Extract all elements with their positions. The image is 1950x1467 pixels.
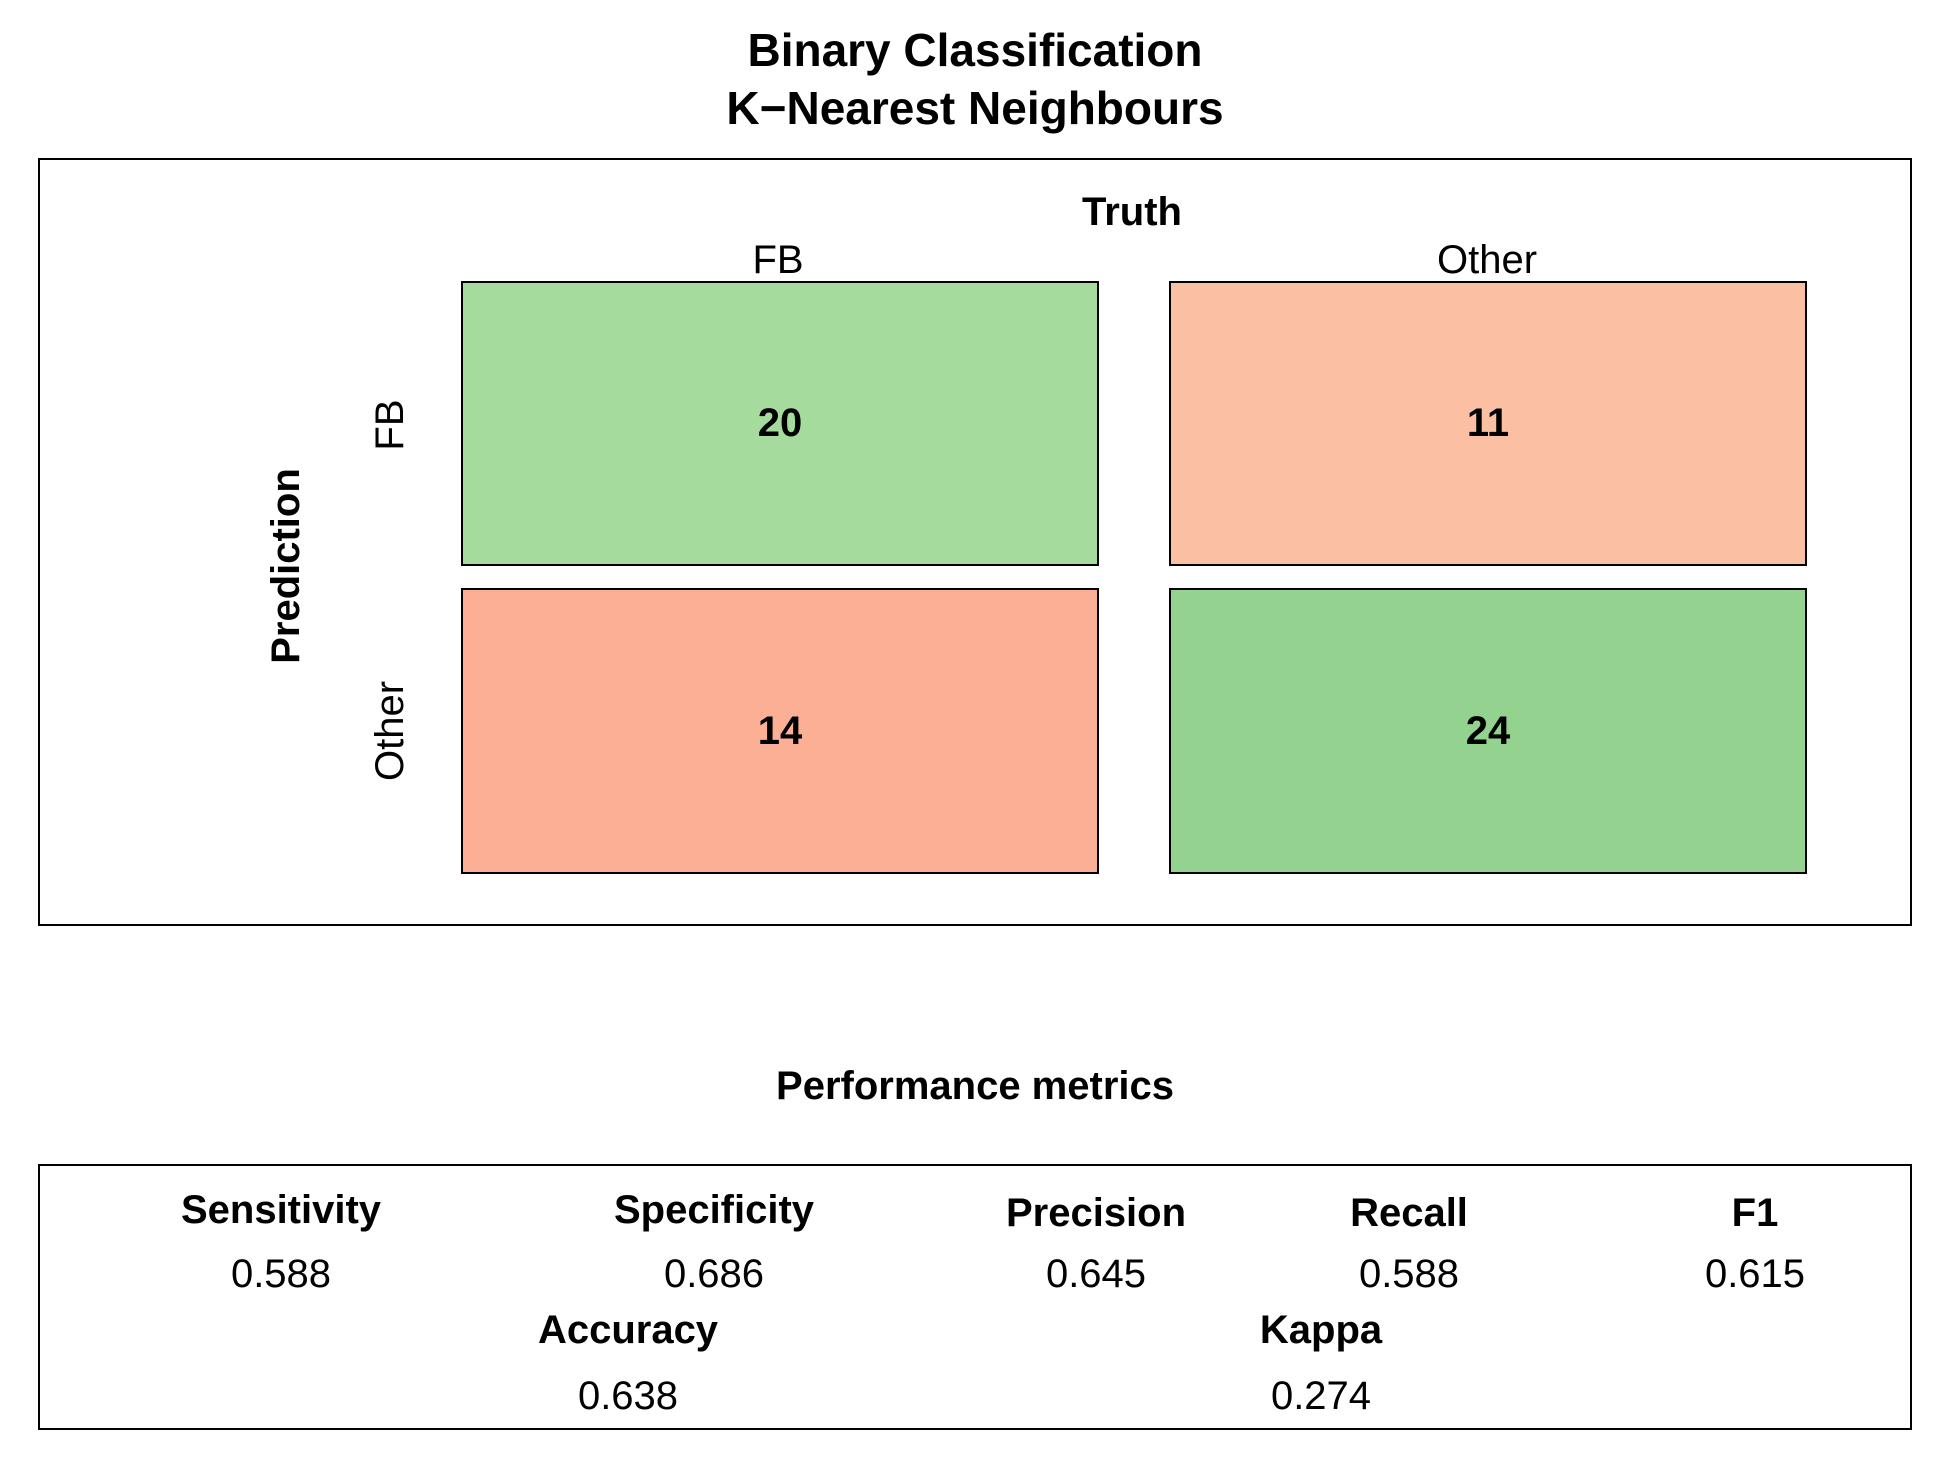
column-label-fb: FB bbox=[752, 238, 804, 282]
cell-true-negative: 24 bbox=[1169, 588, 1807, 874]
f1-value: 0.615 bbox=[1704, 1252, 1806, 1296]
truth-axis-label: Truth bbox=[1082, 190, 1182, 234]
row-label-fb: FB bbox=[368, 399, 412, 451]
prediction-axis-label: Prediction bbox=[264, 468, 308, 664]
chart-title-line2: K−Nearest Neighbours bbox=[726, 82, 1224, 134]
cell-true-positive: 20 bbox=[461, 281, 1099, 566]
metrics-panel bbox=[38, 1164, 1912, 1430]
precision-label: Precision bbox=[1005, 1191, 1187, 1235]
accuracy-label: Accuracy bbox=[537, 1308, 719, 1352]
f1-label: F1 bbox=[1731, 1191, 1779, 1235]
recall-value: 0.588 bbox=[1358, 1252, 1460, 1296]
column-label-other: Other bbox=[1436, 238, 1538, 282]
cell-false-positive: 11 bbox=[1169, 281, 1807, 566]
kappa-label: Kappa bbox=[1259, 1308, 1383, 1352]
cell-false-negative: 14 bbox=[461, 588, 1099, 874]
recall-label: Recall bbox=[1350, 1191, 1468, 1235]
accuracy-value: 0.638 bbox=[577, 1374, 679, 1418]
specificity-value: 0.686 bbox=[663, 1252, 765, 1296]
sensitivity-label: Sensitivity bbox=[180, 1188, 382, 1232]
precision-value: 0.645 bbox=[1045, 1252, 1147, 1296]
sensitivity-value: 0.588 bbox=[230, 1252, 332, 1296]
row-label-other: Other bbox=[368, 680, 412, 782]
kappa-value: 0.274 bbox=[1270, 1374, 1372, 1418]
specificity-label: Specificity bbox=[613, 1188, 815, 1232]
chart-title-line1: Binary Classification bbox=[747, 24, 1203, 76]
metrics-title: Performance metrics bbox=[776, 1064, 1174, 1108]
